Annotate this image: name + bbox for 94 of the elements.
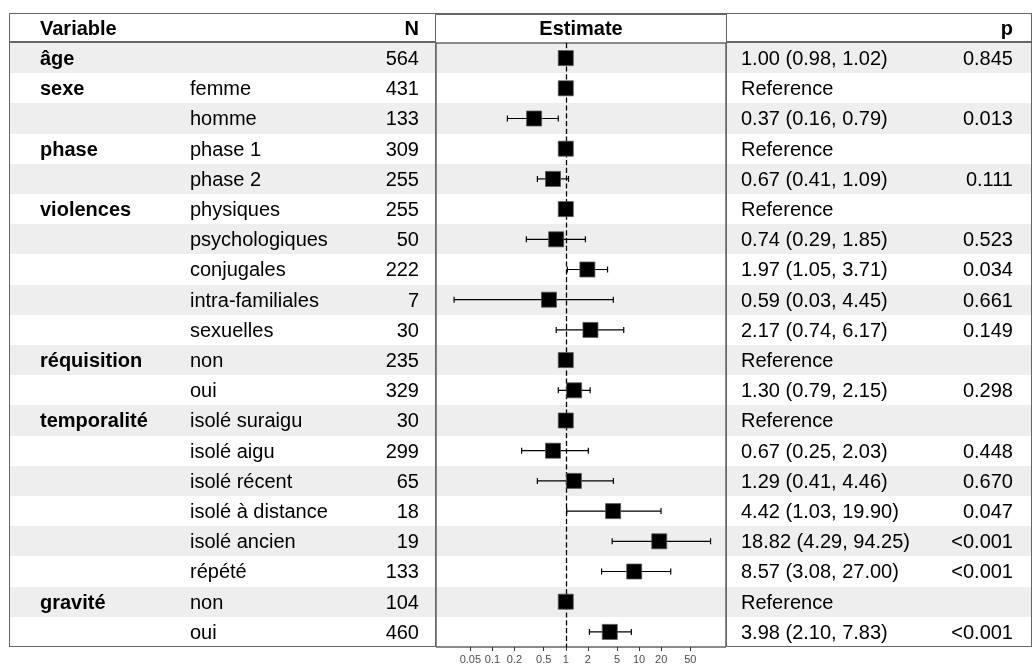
text: 0.111	[965, 167, 1013, 190]
x-tick-label: 1	[562, 652, 569, 665]
text: 0.523	[962, 228, 1013, 251]
text: 0.034	[962, 258, 1013, 281]
text: 2.17 (0.74, 6.17)	[741, 318, 888, 341]
text: 0.047	[962, 500, 1013, 522]
chart-title: Estimate	[539, 17, 623, 39]
text: 0.67 (0.41, 1.09)	[741, 167, 888, 190]
text: 30	[396, 409, 419, 432]
text: âge	[40, 47, 75, 69]
text: isolé suraigu	[190, 409, 303, 432]
text: 19	[396, 530, 419, 553]
x-tick-label: 5	[613, 652, 621, 665]
text: 0.448	[962, 439, 1013, 462]
text: 564	[385, 47, 419, 69]
text: sexuelles	[190, 318, 274, 341]
text: conjugales	[190, 258, 286, 281]
x-tick-label: 20	[655, 652, 668, 665]
text: phase 1	[190, 137, 262, 160]
text: 50	[396, 228, 419, 251]
text: non	[190, 349, 224, 371]
text: 460	[385, 620, 419, 643]
text: 0.67 (0.25, 2.03)	[741, 439, 888, 462]
text: 309	[385, 137, 419, 160]
text: oui	[190, 620, 217, 643]
x-tick-label: 2	[584, 652, 591, 665]
x-tick-label: 0.05	[459, 652, 482, 665]
text: Reference	[741, 349, 834, 371]
text: isolé aigu	[190, 439, 275, 462]
x-tick-label: 50	[684, 652, 697, 665]
text: sexe	[40, 77, 85, 100]
text: 0.59 (0.03, 4.45)	[741, 288, 888, 311]
text: Reference	[741, 590, 834, 613]
text: 255	[385, 167, 419, 190]
text: 1.29 (0.41, 4.46)	[741, 469, 888, 492]
text: 18	[396, 500, 419, 522]
text: 7	[407, 288, 419, 311]
text: 4.42 (1.03, 19.90)	[741, 500, 899, 522]
text: 0.298	[962, 379, 1013, 402]
text: 133	[385, 560, 419, 583]
text: non	[190, 590, 224, 613]
text: 8.57 (3.08, 27.00)	[741, 560, 899, 583]
text: Reference	[741, 137, 834, 160]
text: 0.661	[962, 288, 1013, 311]
text: réquisition	[40, 349, 143, 371]
x-tick-label: 0.5	[536, 652, 552, 665]
text: isolé à distance	[190, 500, 328, 522]
text: homme	[190, 107, 257, 130]
text: femme	[190, 77, 252, 100]
text: isolé ancien	[190, 530, 296, 553]
text: 0.74 (0.29, 1.85)	[741, 228, 888, 251]
category-label: N	[404, 16, 419, 42]
text: 222	[385, 258, 419, 281]
text: Reference	[741, 198, 834, 220]
x-tick-label: 0.2	[506, 652, 523, 665]
text: temporalité	[40, 409, 148, 432]
category-label: p	[1000, 16, 1013, 42]
text: 1.30 (0.79, 2.15)	[741, 379, 888, 402]
text: 0.670	[962, 469, 1013, 492]
text: 0.37 (0.16, 0.79)	[741, 107, 888, 130]
text: oui	[190, 379, 217, 402]
text: 329	[385, 379, 419, 402]
text: phase	[40, 137, 98, 160]
category-label: Variable	[40, 16, 117, 42]
text: 431	[385, 77, 419, 100]
text: phase 2	[190, 167, 262, 190]
text: 299	[385, 439, 419, 462]
text: physiques	[190, 198, 281, 220]
text: violences	[40, 198, 132, 220]
text: 30	[396, 318, 419, 341]
text: 104	[385, 590, 419, 613]
text: gravité	[40, 590, 106, 613]
text: 235	[385, 349, 419, 371]
text: intra-familiales	[190, 288, 319, 311]
text: 0.845	[962, 47, 1013, 69]
text: 3.98 (2.10, 7.83)	[741, 620, 888, 643]
text: isolé récent	[190, 469, 293, 492]
text: 18.82 (4.29, 94.25)	[741, 530, 911, 553]
text: 0.149	[962, 318, 1013, 341]
x-tick-label: 0.1	[484, 652, 501, 665]
text: <0.001	[951, 560, 1013, 583]
text: 255	[385, 198, 419, 220]
text: Reference	[741, 77, 834, 100]
text: 1.97 (1.05, 3.71)	[741, 258, 888, 281]
text: 133	[385, 107, 419, 130]
text: <0.001	[951, 530, 1013, 553]
text: <0.001	[951, 620, 1013, 643]
x-tick-label: 10	[632, 652, 646, 665]
text: 1.00 (0.98, 1.02)	[741, 47, 888, 69]
text: psychologiques	[190, 228, 328, 251]
text: répété	[190, 560, 247, 583]
text: 0.013	[962, 107, 1013, 130]
text: Reference	[741, 409, 834, 432]
text: 65	[396, 469, 419, 492]
